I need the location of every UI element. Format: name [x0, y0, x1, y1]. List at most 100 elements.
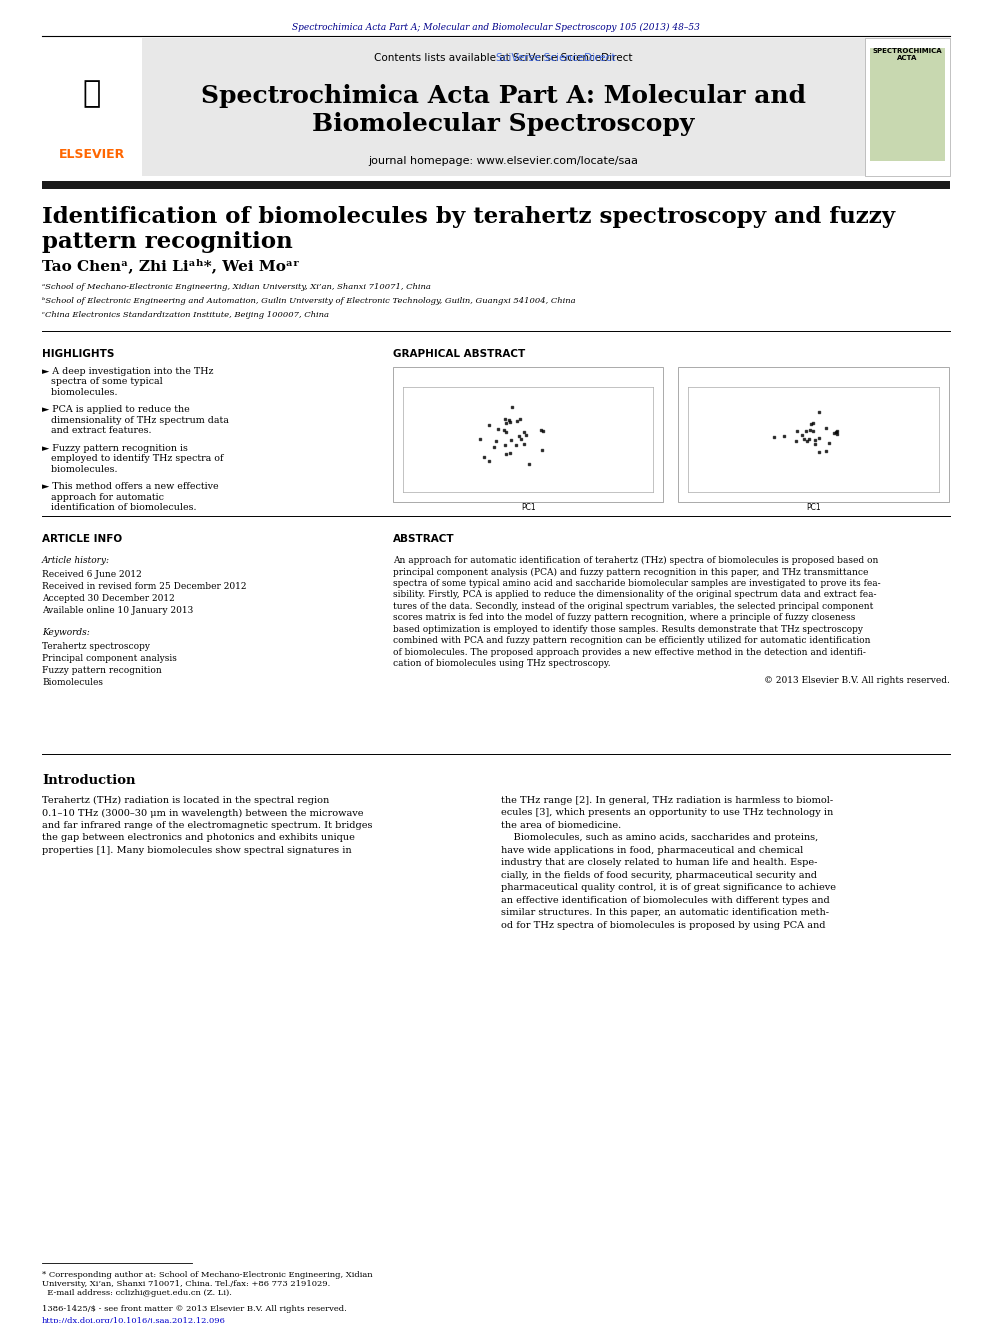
Bar — [42, 38, 142, 176]
Point — [799, 430, 814, 451]
Bar — [870, 48, 945, 161]
Text: based optimization is employed to identify those samples. Results demonstrate th: based optimization is employed to identi… — [393, 624, 863, 634]
Point — [535, 421, 551, 442]
Text: 1386-1425/$ - see front matter © 2013 Elsevier B.V. All rights reserved.: 1386-1425/$ - see front matter © 2013 El… — [42, 1304, 347, 1312]
Text: spectra of some typical amino acid and saccharide biomolecular samples are inves: spectra of some typical amino acid and s… — [393, 579, 881, 587]
Text: cation of biomolecules using THz spectroscopy.: cation of biomolecules using THz spectro… — [393, 659, 611, 668]
Text: Identification of biomolecules by terahertz spectroscopy and fuzzy
pattern recog: Identification of biomolecules by terahe… — [42, 206, 895, 254]
Point — [503, 411, 519, 433]
Text: of biomolecules. The proposed approach provides a new effective method in the de: of biomolecules. The proposed approach p… — [393, 648, 866, 658]
Point — [803, 413, 818, 434]
Bar — [42, 38, 950, 176]
Text: ELSEVIER: ELSEVIER — [59, 148, 125, 161]
Point — [496, 419, 512, 441]
Text: http://dx.doi.org/10.1016/j.saa.2012.12.096: http://dx.doi.org/10.1016/j.saa.2012.12.… — [42, 1316, 226, 1323]
Text: Received 6 June 2012: Received 6 June 2012 — [42, 570, 142, 579]
Point — [511, 426, 527, 447]
Point — [811, 401, 827, 422]
Point — [798, 421, 813, 442]
Point — [504, 396, 520, 417]
Point — [794, 425, 809, 446]
Text: GRAPHICAL ABSTRACT: GRAPHICAL ABSTRACT — [393, 349, 525, 359]
Text: © 2013 Elsevier B.V. All rights reserved.: © 2013 Elsevier B.V. All rights reserved… — [764, 676, 950, 685]
Text: Terahertz spectroscopy: Terahertz spectroscopy — [42, 642, 150, 651]
Point — [828, 422, 844, 443]
Point — [829, 421, 845, 442]
Text: Article history:: Article history: — [42, 556, 110, 565]
Point — [502, 409, 518, 430]
Text: Biomolecules: Biomolecules — [42, 677, 103, 687]
Point — [811, 427, 827, 448]
Point — [811, 442, 827, 463]
Text: ᵇSchool of Electronic Engineering and Automation, Guilin University of Electroni: ᵇSchool of Electronic Engineering and Au… — [42, 296, 575, 306]
Point — [806, 421, 821, 442]
Text: Available online 10 January 2013: Available online 10 January 2013 — [42, 606, 193, 615]
Text: combined with PCA and fuzzy pattern recognition can be efficiently utilized for : combined with PCA and fuzzy pattern reco… — [393, 636, 870, 646]
Point — [807, 434, 823, 455]
Point — [498, 443, 514, 464]
Point — [521, 454, 537, 475]
Bar — [865, 38, 950, 176]
Point — [488, 431, 504, 452]
Text: sibility. Firstly, PCA is applied to reduce the dimensionality of the original s: sibility. Firstly, PCA is applied to red… — [393, 590, 877, 599]
Point — [519, 425, 535, 446]
Point — [503, 430, 519, 451]
Point — [514, 429, 530, 450]
Text: properties [1]. Many biomolecules show spectral signatures in: properties [1]. Many biomolecules show s… — [42, 845, 351, 855]
Text: Keywords:: Keywords: — [42, 628, 89, 636]
Point — [533, 419, 549, 441]
Point — [805, 413, 820, 434]
Text: * Corresponding author at: School of Mechano-Electronic Engineering, Xidian
Univ: * Corresponding author at: School of Mec… — [42, 1271, 373, 1298]
Text: An approach for automatic identification of terahertz (THz) spectra of biomolecu: An approach for automatic identification… — [393, 556, 878, 565]
Text: the gap between electronics and photonics and exhibits unique: the gap between electronics and photonic… — [42, 833, 355, 843]
Text: od for THz spectra of biomolecules is proposed by using PCA and: od for THz spectra of biomolecules is pr… — [501, 921, 825, 930]
Text: journal homepage: www.elsevier.com/locate/saa: journal homepage: www.elsevier.com/locat… — [368, 156, 639, 165]
Text: industry that are closely related to human life and health. Espe-: industry that are closely related to hum… — [501, 859, 817, 868]
Text: ARTICLE INFO: ARTICLE INFO — [42, 534, 122, 544]
Point — [508, 434, 524, 455]
Text: the THz range [2]. In general, THz radiation is harmless to biomol-: the THz range [2]. In general, THz radia… — [501, 796, 833, 804]
Text: have wide applications in food, pharmaceutical and chemical: have wide applications in food, pharmace… — [501, 845, 804, 855]
Text: ► PCA is applied to reduce the
   dimensionality of THz spectrum data
   and ext: ► PCA is applied to reduce the dimension… — [42, 406, 229, 435]
Point — [788, 430, 804, 451]
Bar — [393, 366, 664, 501]
Text: SPECTROCHIMICA
ACTA: SPECTROCHIMICA ACTA — [873, 48, 942, 61]
Point — [820, 433, 836, 454]
Text: ABSTRACT: ABSTRACT — [393, 534, 454, 544]
Bar — [679, 366, 949, 501]
Point — [498, 421, 514, 442]
Text: similar structures. In this paper, an automatic identification meth-: similar structures. In this paper, an au… — [501, 909, 829, 917]
Text: ecules [3], which presents an opportunity to use THz technology in: ecules [3], which presents an opportunit… — [501, 808, 833, 818]
Point — [829, 423, 845, 445]
Point — [472, 429, 488, 450]
Point — [767, 427, 783, 448]
Point — [476, 446, 492, 467]
Point — [797, 429, 812, 450]
Point — [481, 450, 497, 471]
Text: PC1: PC1 — [521, 503, 536, 512]
Point — [803, 419, 818, 441]
Text: HIGHLIGHTS: HIGHLIGHTS — [42, 349, 114, 359]
Point — [776, 426, 792, 447]
Point — [807, 429, 823, 450]
Text: ᶜChina Electronics Standardization Institute, Beijing 100007, China: ᶜChina Electronics Standardization Insti… — [42, 311, 329, 319]
Text: Principal component analysis: Principal component analysis — [42, 654, 177, 663]
Text: ► A deep investigation into the THz
   spectra of some typical
   biomolecules.: ► A deep investigation into the THz spec… — [42, 366, 213, 397]
Text: Accepted 30 December 2012: Accepted 30 December 2012 — [42, 594, 175, 603]
Point — [486, 437, 502, 458]
Text: cially, in the fields of food security, pharmaceutical security and: cially, in the fields of food security, … — [501, 871, 817, 880]
Text: Terahertz (THz) radiation is located in the spectral region: Terahertz (THz) radiation is located in … — [42, 796, 329, 806]
Text: Received in revised form 25 December 2012: Received in revised form 25 December 201… — [42, 582, 246, 591]
Text: ► This method offers a new effective
   approach for automatic
   identification: ► This method offers a new effective app… — [42, 483, 218, 512]
Text: Spectrochimica Acta Part A: Molecular and
Biomolecular Spectroscopy: Spectrochimica Acta Part A: Molecular an… — [201, 83, 806, 136]
Text: pharmaceutical quality control, it is of great significance to achieve: pharmaceutical quality control, it is of… — [501, 884, 836, 893]
Text: 🌳: 🌳 — [83, 78, 101, 107]
Point — [826, 423, 842, 445]
Point — [534, 439, 550, 460]
Point — [818, 418, 834, 439]
Text: ► Fuzzy pattern recognition is
   employed to identify THz spectra of
   biomole: ► Fuzzy pattern recognition is employed … — [42, 445, 223, 474]
Point — [497, 435, 513, 456]
Point — [517, 421, 533, 442]
Point — [818, 441, 834, 462]
Point — [497, 409, 513, 430]
